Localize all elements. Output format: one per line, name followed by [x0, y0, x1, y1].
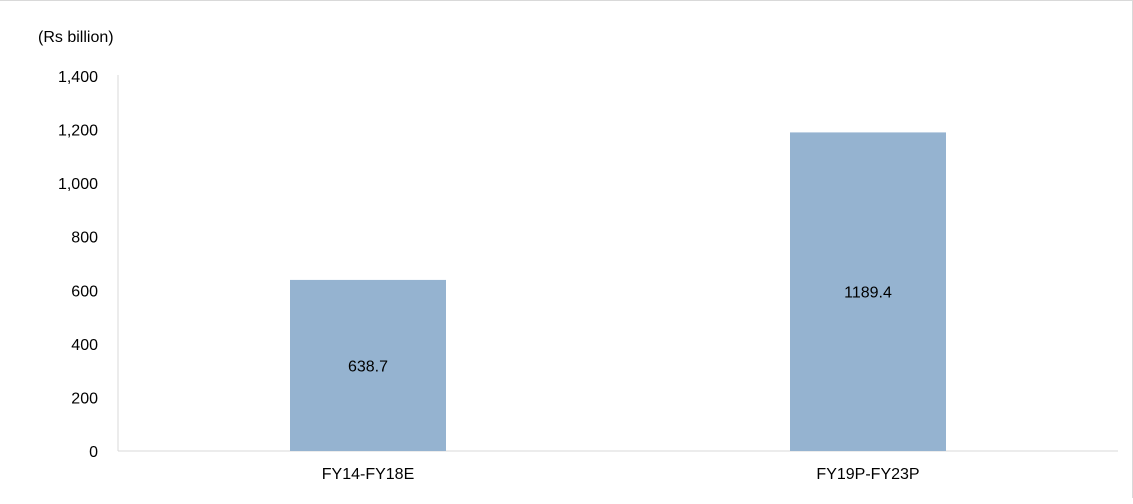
bar-value-label: 638.7	[348, 358, 388, 375]
y-tick-label: 0	[89, 444, 98, 461]
x-tick-label: FY14-FY18E	[322, 466, 414, 483]
x-tick-labels: FY14-FY18E FY19P-FY23P	[322, 466, 920, 483]
bar	[290, 279, 446, 451]
y-tick-labels: 0 200 400 600 800 1,000 1,200 1,400	[58, 69, 98, 461]
y-tick-label: 1,200	[58, 123, 98, 140]
bar	[790, 132, 946, 452]
y-tick-label: 1,000	[58, 176, 98, 193]
bars	[290, 132, 946, 452]
y-tick-label: 400	[71, 337, 98, 354]
x-tick-label: FY19P-FY23P	[816, 466, 919, 483]
y-tick-label: 600	[71, 283, 98, 300]
value-labels: 638.7 1189.4	[348, 285, 892, 376]
unit-label: (Rs billion)	[38, 29, 114, 46]
bar-value-label: 1189.4	[844, 285, 892, 302]
y-tick-label: 200	[71, 390, 98, 407]
y-tick-label: 800	[71, 230, 98, 247]
y-tick-label: 1,400	[58, 69, 98, 86]
